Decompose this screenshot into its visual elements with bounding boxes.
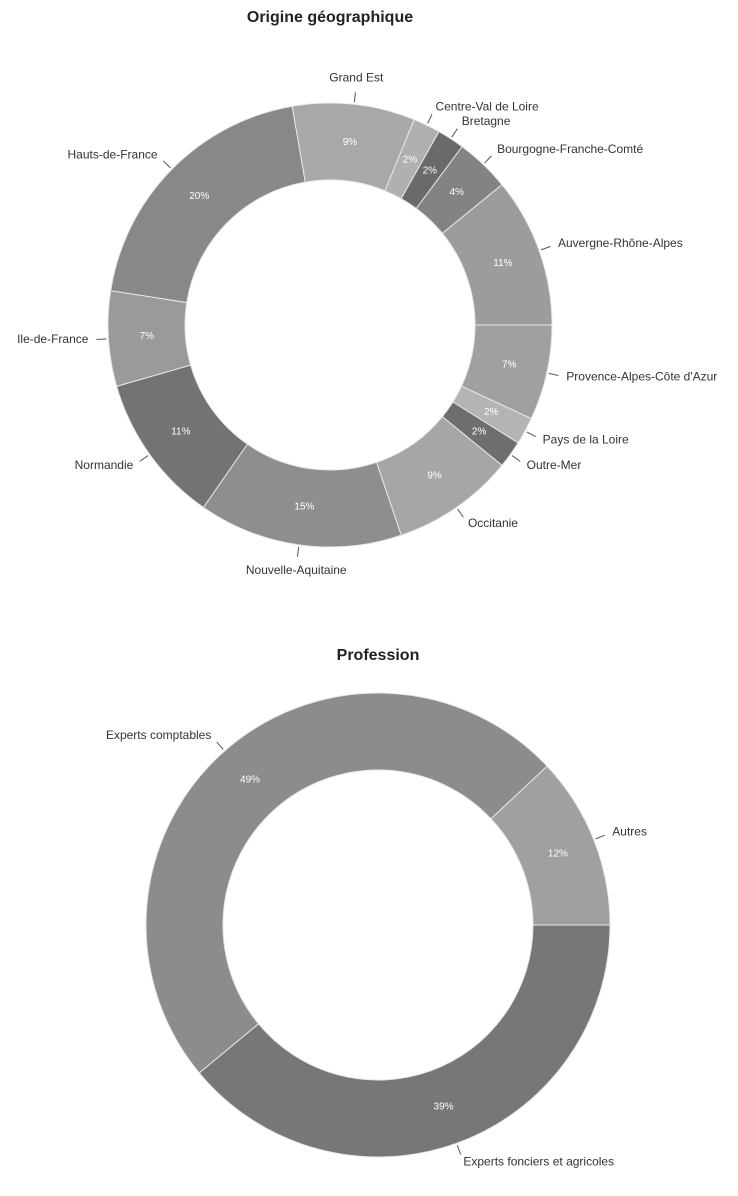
category-label: Outre-Mer xyxy=(527,458,582,472)
chart-title: Origine géographique xyxy=(247,9,413,26)
chart-title: Profession xyxy=(337,647,420,664)
category-label: Pays de la Loire xyxy=(543,433,629,447)
category-label: Grand Est xyxy=(329,71,384,85)
slice xyxy=(441,183,553,326)
leader-line xyxy=(216,741,224,750)
category-label: Experts comptables xyxy=(106,728,211,742)
slice-label: 20% xyxy=(189,191,209,202)
slice-label: 39% xyxy=(434,1102,454,1113)
category-label: Nouvelle-Aquitaine xyxy=(246,563,347,577)
category-label: Bourgogne-Franche-Comté xyxy=(497,142,643,156)
leader-line xyxy=(162,160,171,169)
slice-label: 2% xyxy=(484,407,499,418)
slice-label: 4% xyxy=(449,187,464,198)
category-label: Centre-Val de Loire xyxy=(435,99,538,113)
slice-label: 49% xyxy=(240,774,260,785)
category-label: Autres xyxy=(612,824,647,838)
leader-line xyxy=(548,372,559,377)
category-label: Occitanie xyxy=(468,516,518,530)
leader-line xyxy=(427,114,433,124)
slice xyxy=(490,765,611,926)
leader-line xyxy=(484,155,492,164)
leader-line xyxy=(595,834,606,840)
leader-line xyxy=(457,508,464,518)
leader-line xyxy=(526,431,536,438)
slice-label: 2% xyxy=(472,427,487,438)
leader-line xyxy=(511,455,521,462)
category-label: Hauts-de-France xyxy=(68,147,158,161)
slice-label: 11% xyxy=(171,427,190,438)
leader-line xyxy=(456,1144,462,1155)
slice-label: 2% xyxy=(403,154,418,165)
leader-line xyxy=(296,546,300,557)
leader-line xyxy=(96,338,107,341)
slice xyxy=(145,692,548,1074)
slice-label: 12% xyxy=(548,848,568,859)
slice-label: 2% xyxy=(423,166,438,177)
category-label: Experts fonciers et agricoles xyxy=(463,1154,614,1168)
leader-line xyxy=(451,128,458,138)
category-label: Bretagne xyxy=(462,114,511,128)
leader-line xyxy=(353,92,356,103)
slice xyxy=(110,105,306,304)
slice-label: 15% xyxy=(294,501,314,512)
slice-label: 9% xyxy=(343,137,358,148)
slice-label: 9% xyxy=(427,470,442,481)
leader-line xyxy=(139,455,149,462)
category-label: Ile-de-France xyxy=(17,332,89,346)
leader-line xyxy=(540,246,551,251)
slice xyxy=(198,924,611,1158)
slice-label: 7% xyxy=(140,331,155,342)
category-label: Auvergne-Rhône-Alpes xyxy=(558,236,683,250)
slice-label: 7% xyxy=(502,359,517,370)
category-label: Normandie xyxy=(75,458,134,472)
category-label: Provence-Alpes-Côte d'Azur xyxy=(566,369,717,383)
slice-label: 11% xyxy=(493,258,512,269)
